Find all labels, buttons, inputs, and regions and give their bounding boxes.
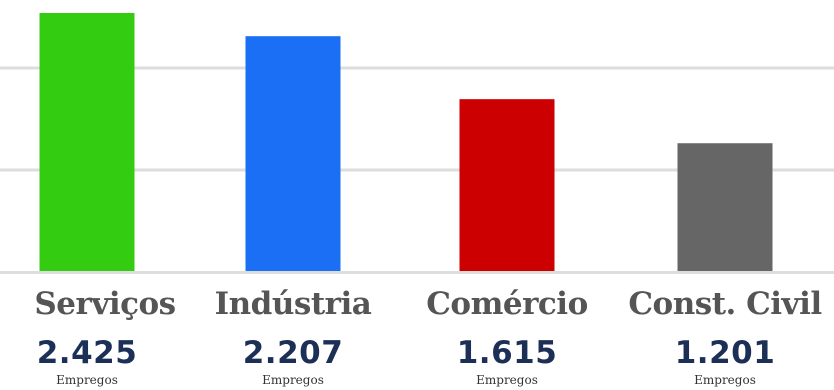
unit-label-1: Empregos [56, 373, 118, 387]
bar-1 [39, 13, 135, 271]
category-label-1: Serviços [34, 286, 176, 322]
category-label-4: Const. Civil [628, 286, 822, 322]
value-label-4: 1.201 [674, 335, 776, 371]
value-label-3: 1.615 [456, 335, 558, 371]
value-label-2: 2.207 [242, 335, 344, 371]
category-label-2: Indústria [214, 286, 372, 322]
value-label-1: 2.425 [36, 335, 138, 371]
category-label-3: Comércio [426, 286, 588, 322]
bar-4 [677, 143, 773, 271]
unit-label-4: Empregos [694, 373, 756, 387]
unit-label-2: Empregos [262, 373, 324, 387]
bar-2 [245, 36, 341, 271]
bar-3 [459, 99, 555, 271]
unit-label-3: Empregos [476, 373, 538, 387]
